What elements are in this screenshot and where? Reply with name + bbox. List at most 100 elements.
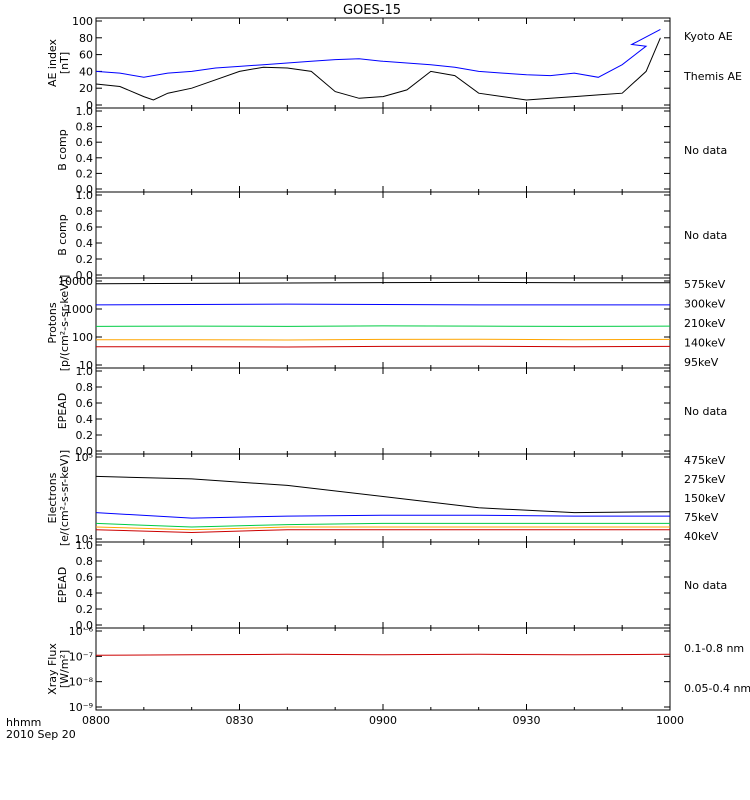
panel-frame [95, 191, 671, 279]
y-axis-unit-label: [W/m²] [58, 650, 71, 688]
y-tick-label: 100 [72, 15, 93, 28]
legend-entry: 75keV [684, 511, 719, 524]
no-data-label: No data [684, 405, 727, 418]
series-line-40kev [95, 475, 671, 514]
y-tick-label: 1.0 [76, 539, 94, 552]
y-tick-label: 0.6 [76, 397, 94, 410]
y-tick-label: 0.0 [76, 619, 94, 632]
legend-entry: 0.1-0.8 nm [684, 642, 744, 655]
y-tick-label: 60 [79, 49, 93, 62]
x-tick-label: 0900 [369, 714, 397, 727]
legend-entry: 475keV [684, 454, 726, 467]
y-axis-label: Electrons [46, 472, 59, 523]
y-axis-label: EPEAD [56, 567, 69, 604]
series-line-300kev [96, 338, 671, 341]
y-tick-label: 0.2 [76, 167, 94, 180]
panel-frame [95, 627, 671, 711]
legend-entry: 300keV [684, 298, 726, 311]
y-tick-label: 0.2 [76, 603, 94, 616]
date-label: 2010 Sep 20 [6, 728, 76, 741]
y-tick-label: 10 [79, 359, 93, 372]
legend-entry: Kyoto AE [684, 30, 733, 43]
y-axis-label: AE index [46, 38, 59, 87]
series-line-140kev [95, 303, 670, 306]
y-tick-label: 0.0 [76, 269, 94, 282]
x-tick-label: 1000 [656, 714, 684, 727]
y-tick-label: 0.6 [76, 136, 94, 149]
y-axis-label: B comp [56, 129, 69, 171]
plot-title: GOES-15 [343, 3, 401, 18]
legend-entry: 0.05-0.4 nm [684, 682, 750, 695]
legend-entry: 275keV [684, 473, 726, 486]
y-tick-label: 1.0 [76, 365, 94, 378]
legend-entry: 575keV [684, 278, 726, 291]
x-axis-unit: hhmm [6, 716, 41, 729]
y-axis-label: Protons [46, 302, 59, 343]
y-tick-label: 1000 [65, 303, 93, 316]
y-tick-label: 0.2 [76, 429, 94, 442]
panel-frame [95, 541, 671, 629]
y-axis-unit-label: [p/(cm²-s-sr-keV)] [58, 275, 71, 372]
panel-frame [95, 453, 671, 543]
y-tick-label: 0.0 [76, 183, 94, 196]
y-tick-label: 0.6 [76, 221, 94, 234]
y-tick-label: 10⁴ [75, 533, 94, 546]
y-tick-label: 0.4 [76, 413, 94, 426]
y-tick-label: 0.8 [76, 555, 94, 568]
series-line-0-1-0-8-nm [95, 653, 671, 656]
panel-frame [95, 277, 671, 369]
series-line-575kev [96, 345, 671, 348]
y-tick-label: 100 [72, 331, 93, 344]
y-axis-label: Xray Flux [46, 643, 59, 695]
y-tick-label: 0.4 [76, 152, 94, 165]
legend-entry: 210keV [684, 317, 726, 330]
series-line-themis-ae [95, 37, 661, 101]
y-tick-label: 10⁻⁶ [69, 625, 94, 638]
y-axis-unit-label: [nT] [58, 52, 71, 74]
y-tick-label: 0.8 [76, 205, 94, 218]
y-tick-label: 10⁵ [75, 451, 93, 464]
y-tick-label: 20 [79, 82, 93, 95]
no-data-label: No data [684, 579, 727, 592]
y-tick-label: 0.2 [76, 253, 94, 266]
y-tick-label: 0.8 [76, 121, 94, 134]
y-tick-label: 0.8 [76, 381, 94, 394]
y-tick-label: 1.0 [76, 189, 94, 202]
series-line-275kev [95, 526, 670, 531]
panel-frame [95, 107, 671, 193]
y-tick-label: 40 [79, 65, 93, 78]
y-tick-label: 0.4 [76, 587, 94, 600]
y-tick-label: 1.0 [76, 105, 94, 118]
series-line-75kev [95, 512, 670, 519]
y-axis-label: EPEAD [56, 393, 69, 430]
y-tick-label: 10⁻⁷ [69, 650, 93, 663]
no-data-label: No data [684, 229, 727, 242]
y-axis-unit-label: [e/(cm²-s-sr-keV)] [58, 450, 71, 546]
legend-entry: 150keV [684, 492, 726, 505]
y-tick-label: 80 [79, 32, 93, 45]
legend-entry: 95keV [684, 356, 719, 369]
legend-entry: 140keV [684, 337, 726, 350]
series-line-150kev [95, 522, 670, 528]
series-line-95kev [95, 281, 671, 285]
y-tick-label: 10⁻⁸ [69, 676, 94, 689]
y-tick-label: 0.0 [76, 445, 94, 458]
panel-frame [95, 17, 671, 109]
y-axis-label: B comp [56, 214, 69, 256]
series-line-475kev [95, 529, 670, 534]
x-tick-label: 0830 [226, 714, 254, 727]
y-tick-label: 10⁻⁹ [69, 701, 93, 714]
y-tick-label: 0.6 [76, 571, 94, 584]
y-tick-label: 0 [86, 99, 93, 112]
x-tick-label: 0800 [82, 714, 110, 727]
y-tick-label: 0.4 [76, 237, 94, 250]
y-tick-label: 10000 [58, 275, 93, 288]
no-data-label: No data [684, 144, 727, 157]
series-line-210kev [95, 325, 671, 327]
legend-entry: 40keV [684, 530, 719, 543]
x-tick-label: 0930 [513, 714, 541, 727]
legend-entry: Themis AE [683, 70, 742, 83]
series-line-kyoto-ae [95, 28, 661, 78]
